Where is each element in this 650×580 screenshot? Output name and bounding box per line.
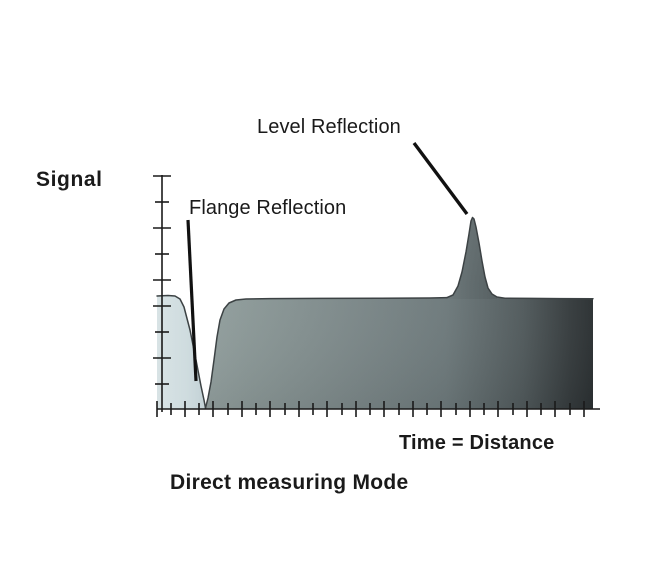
flange-reflection-leader-line	[186, 219, 198, 382]
main-echo-signal-area	[205, 217, 593, 409]
x-axis-ticks	[156, 401, 585, 417]
x-axis-label: Time = Distance	[399, 432, 555, 454]
near-zone-signal-area	[157, 295, 206, 409]
level-reflection-peak	[447, 217, 497, 299]
flange-reflection-annotation: Flange Reflection	[189, 197, 347, 219]
y-axis-ticks	[153, 175, 171, 385]
figure-caption: Direct measuring Mode	[170, 471, 409, 494]
y-axis-label: Signal	[36, 168, 103, 191]
level-reflection-annotation: Level Reflection	[257, 116, 401, 138]
chart-axes	[157, 175, 600, 412]
level-reflection-leader-line	[412, 141, 469, 216]
echo-curve-outline	[156, 216, 594, 409]
